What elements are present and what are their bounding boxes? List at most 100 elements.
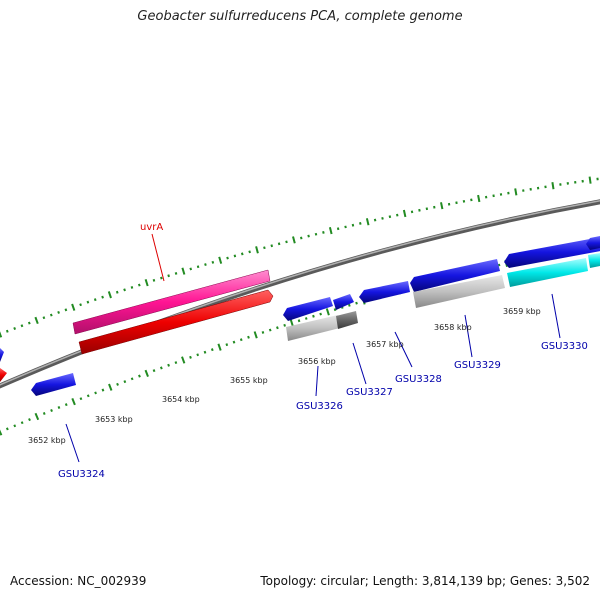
scale-label-3655: 3655 kbp: [230, 376, 268, 385]
gene-cyan-right-edge[interactable]: [588, 253, 600, 268]
outer-track-tick: [196, 265, 200, 269]
outer-track-tick: [396, 213, 399, 217]
inner-track-tick: [297, 319, 301, 323]
outer-track-tick: [328, 226, 333, 235]
gene-GSU3328-blue[interactable]: [410, 259, 500, 292]
outer-track-tick: [233, 254, 237, 258]
scale-label-3657: 3657 kbp: [366, 340, 404, 349]
outer-tick-track: [0, 176, 599, 338]
scale-label-3653: 3653 kbp: [95, 415, 133, 424]
inner-track-tick: [144, 369, 149, 377]
label-GSU3329: GSU3329: [454, 360, 501, 371]
gene-GSU3329-blue[interactable]: [504, 236, 600, 268]
outer-track-tick: [189, 267, 193, 271]
label-GSU3326: GSU3326: [296, 401, 343, 412]
outer-track-tick: [240, 252, 244, 256]
inner-track-tick: [232, 340, 236, 344]
inner-track-tick: [217, 343, 222, 351]
outer-track-tick: [292, 236, 296, 244]
outer-track-tick: [248, 250, 251, 254]
outer-track-tick: [42, 316, 46, 320]
genome-backbone: [0, 199, 600, 389]
outer-track-tick: [402, 209, 407, 218]
outer-track-tick: [381, 216, 384, 220]
gene-cyan-3330[interactable]: [507, 258, 588, 287]
gene-GSU3324[interactable]: [31, 373, 76, 396]
outer-track-tick: [285, 240, 288, 244]
gene-blue-3327[interactable]: [359, 281, 410, 303]
scale-label-3659: 3659 kbp: [503, 307, 541, 316]
inner-track-tick: [50, 409, 53, 412]
leader-GSU3328: [394, 331, 413, 368]
inner-track-tick: [174, 361, 178, 365]
outer-track-tick: [86, 300, 90, 304]
inner-track-tick: [289, 319, 294, 327]
inner-track-tick: [94, 391, 97, 395]
outer-track-tick: [300, 236, 303, 240]
gene-red-forward[interactable]: [78, 289, 274, 355]
inner-track-tick: [203, 350, 207, 354]
outer-track-tick: [351, 223, 355, 227]
inner-track-tick: [101, 388, 105, 392]
inner-track-tick: [13, 424, 17, 428]
inner-track-tick: [167, 363, 170, 367]
outer-track-tick: [160, 276, 163, 280]
outer-track-tick: [130, 286, 134, 289]
gene-fragment-red-left[interactable]: [0, 368, 7, 382]
outer-track-tick: [462, 199, 466, 203]
inner-track-tick: [247, 335, 250, 339]
inner-track-tick: [312, 314, 315, 318]
inner-track-tick: [79, 397, 83, 401]
inner-track-tick: [319, 312, 322, 316]
inner-track-tick: [5, 427, 9, 431]
scale-label-3658: 3658 kbp: [434, 323, 472, 332]
gene-gray-3326[interactable]: [286, 315, 340, 341]
outer-track-tick: [226, 256, 229, 260]
outer-track-tick: [277, 242, 281, 246]
inner-track-tick: [497, 263, 501, 267]
outer-track-tick: [255, 246, 259, 254]
label-GSU3330: GSU3330: [541, 341, 588, 352]
gene-darkgray-3327[interactable]: [336, 311, 358, 329]
accession-text: Accession: NC_002939: [10, 574, 147, 588]
scale-label-3652: 3652 kbp: [28, 436, 66, 445]
inner-track-tick: [57, 406, 61, 409]
label-GSU3328: GSU3328: [395, 374, 442, 385]
inner-track-tick: [196, 353, 200, 357]
outer-track-tick: [359, 222, 362, 225]
inner-track-tick: [355, 301, 358, 305]
gene-blue-small[interactable]: [333, 294, 354, 310]
outer-track-tick: [388, 215, 392, 219]
outer-track-tick: [440, 202, 444, 210]
inner-track-tick: [28, 418, 31, 422]
gene-GSU3326[interactable]: [283, 297, 333, 321]
inner-track-tick: [225, 343, 229, 347]
outer-track-tick: [101, 295, 104, 299]
outer-track-tick: [167, 274, 170, 278]
outer-track-tick: [410, 210, 414, 214]
inner-track-tick: [20, 421, 24, 425]
leader-GSU3324: [65, 423, 80, 463]
gene-uvrA[interactable]: [72, 269, 271, 335]
outer-track-tick: [107, 291, 112, 299]
gene-gray-3329[interactable]: [413, 275, 505, 308]
outer-track-tick: [322, 230, 325, 234]
outer-track-tick: [13, 327, 17, 330]
gene-blue-right-edge[interactable]: [586, 236, 600, 250]
inner-track-tick: [253, 331, 258, 339]
outer-track-tick: [57, 310, 60, 314]
outer-track-tick: [551, 182, 555, 190]
inner-track-tick: [152, 369, 156, 373]
outer-track-tick: [418, 208, 421, 212]
genome-summary-text: Topology: circular; Length: 3,814,139 bp…: [260, 574, 590, 588]
inner-track-tick: [159, 366, 163, 370]
gene-fragment-blue-left[interactable]: [0, 348, 4, 362]
outer-track-tick: [314, 232, 318, 236]
outer-track-tick: [49, 313, 53, 317]
inner-track-tick: [210, 348, 214, 352]
outer-track-tick: [181, 267, 186, 275]
outer-track-tick: [137, 283, 141, 287]
outer-track-tick: [174, 272, 178, 275]
outer-track-tick: [0, 331, 3, 338]
inner-track-tick: [304, 317, 308, 320]
